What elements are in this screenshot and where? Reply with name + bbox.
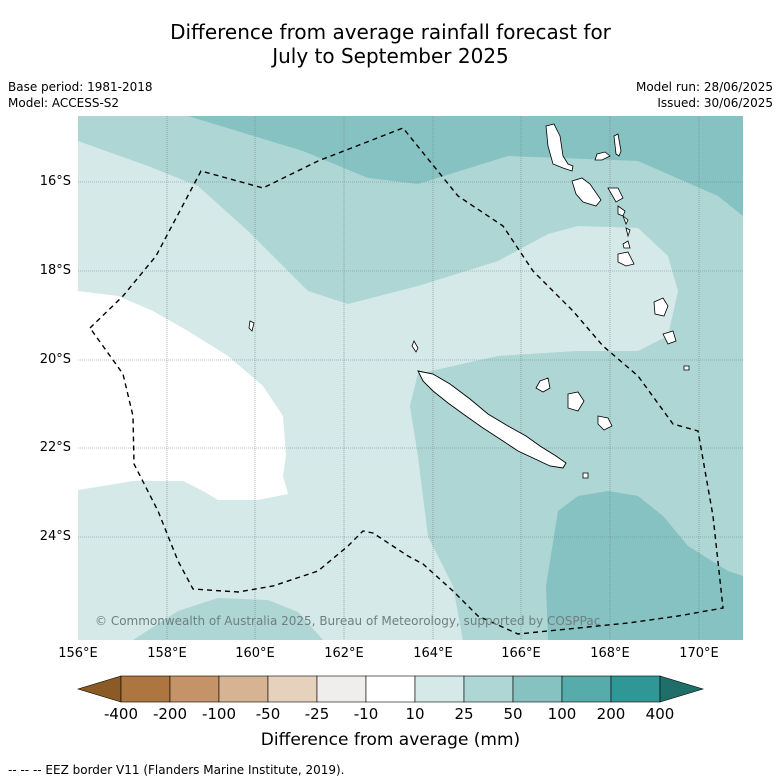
colorbar-extend-high: [659, 675, 705, 703]
colorbar-segment: [414, 675, 465, 703]
lat-label-22s: 22°S: [39, 440, 71, 455]
belep-island: [411, 340, 419, 353]
map-svg: [78, 116, 743, 640]
band-50-100-southeast: [546, 491, 743, 640]
colorbar-label: 50: [503, 705, 523, 723]
colorbar-label: 200: [596, 705, 626, 723]
issued-date: Issued: 30/06/2025: [657, 96, 773, 110]
meta-right: Model run: 28/06/2025 Issued: 30/06/2025: [636, 79, 773, 111]
lon-label-162e: 162°E: [324, 646, 364, 661]
lat-label-20s: 20°S: [39, 352, 71, 367]
vanuatu-islands: [545, 123, 635, 267]
lon-label-168e: 168°E: [590, 646, 630, 661]
lat-label-16s: 16°S: [39, 174, 71, 189]
new-caledonia-island: [417, 370, 567, 469]
colorbar-segment: [120, 675, 171, 703]
colorbar-label: -50: [255, 705, 281, 723]
colorbar: [76, 675, 705, 703]
band-10-25: [78, 141, 678, 640]
colorbar-segment: [267, 675, 318, 703]
lon-label-166e: 166°E: [501, 646, 541, 661]
colorbar-segment: [169, 675, 220, 703]
model-name: Model: ACCESS-S2: [8, 96, 120, 110]
lon-label-164e: 164°E: [413, 646, 453, 661]
meta-left: Base period: 1981-2018 Model: ACCESS-S2: [8, 79, 153, 111]
band-50-100-north: [188, 116, 743, 216]
small-islands: [248, 297, 690, 479]
colorbar-segment: [561, 675, 612, 703]
lat-label-18s: 18°S: [39, 263, 71, 278]
colorbar-label: 10: [405, 705, 425, 723]
colorbar-label: 100: [547, 705, 577, 723]
colorbar-label: 400: [645, 705, 675, 723]
colorbar-label: -400: [103, 705, 139, 723]
colorbar-segment: [316, 675, 367, 703]
title-line-1: Difference from average rainfall forecas…: [170, 20, 611, 44]
copyright-notice: © Commonwealth of Australia 2025, Bureau…: [95, 614, 601, 628]
base-period: Base period: 1981-2018: [8, 80, 153, 94]
colorbar-segments: [76, 675, 705, 703]
colorbar-segment: [365, 675, 416, 703]
colorbar-extend-low: [76, 675, 122, 703]
lon-label-158e: 158°E: [147, 646, 187, 661]
colorbar-segment: [218, 675, 269, 703]
model-run: Model run: 28/06/2025: [635, 80, 773, 94]
band-25-50-south: [133, 598, 323, 640]
colorbar-segment: [463, 675, 514, 703]
colorbar-segment: [610, 675, 661, 703]
colorbar-label: 25: [454, 705, 474, 723]
title-line-2: July to September 2025: [272, 44, 509, 68]
colorbar-label: -100: [201, 705, 237, 723]
lat-label-24s: 24°S: [39, 529, 71, 544]
map-panel: [78, 116, 743, 640]
colorbar-label: -10: [353, 705, 379, 723]
lon-label-156e: 156°E: [58, 646, 98, 661]
lon-label-160e: 160°E: [235, 646, 275, 661]
colorbar-label: -25: [304, 705, 330, 723]
eez-footnote: -- -- -- EEZ border V11 (Flanders Marine…: [8, 763, 345, 777]
colorbar-label: -200: [152, 705, 188, 723]
eez-border: [89, 127, 724, 635]
colorbar-title: Difference from average (mm): [260, 730, 521, 750]
lon-label-170e: 170°E: [679, 646, 719, 661]
map-title: Difference from average rainfall forecas…: [0, 20, 781, 68]
colorbar-segment: [512, 675, 563, 703]
